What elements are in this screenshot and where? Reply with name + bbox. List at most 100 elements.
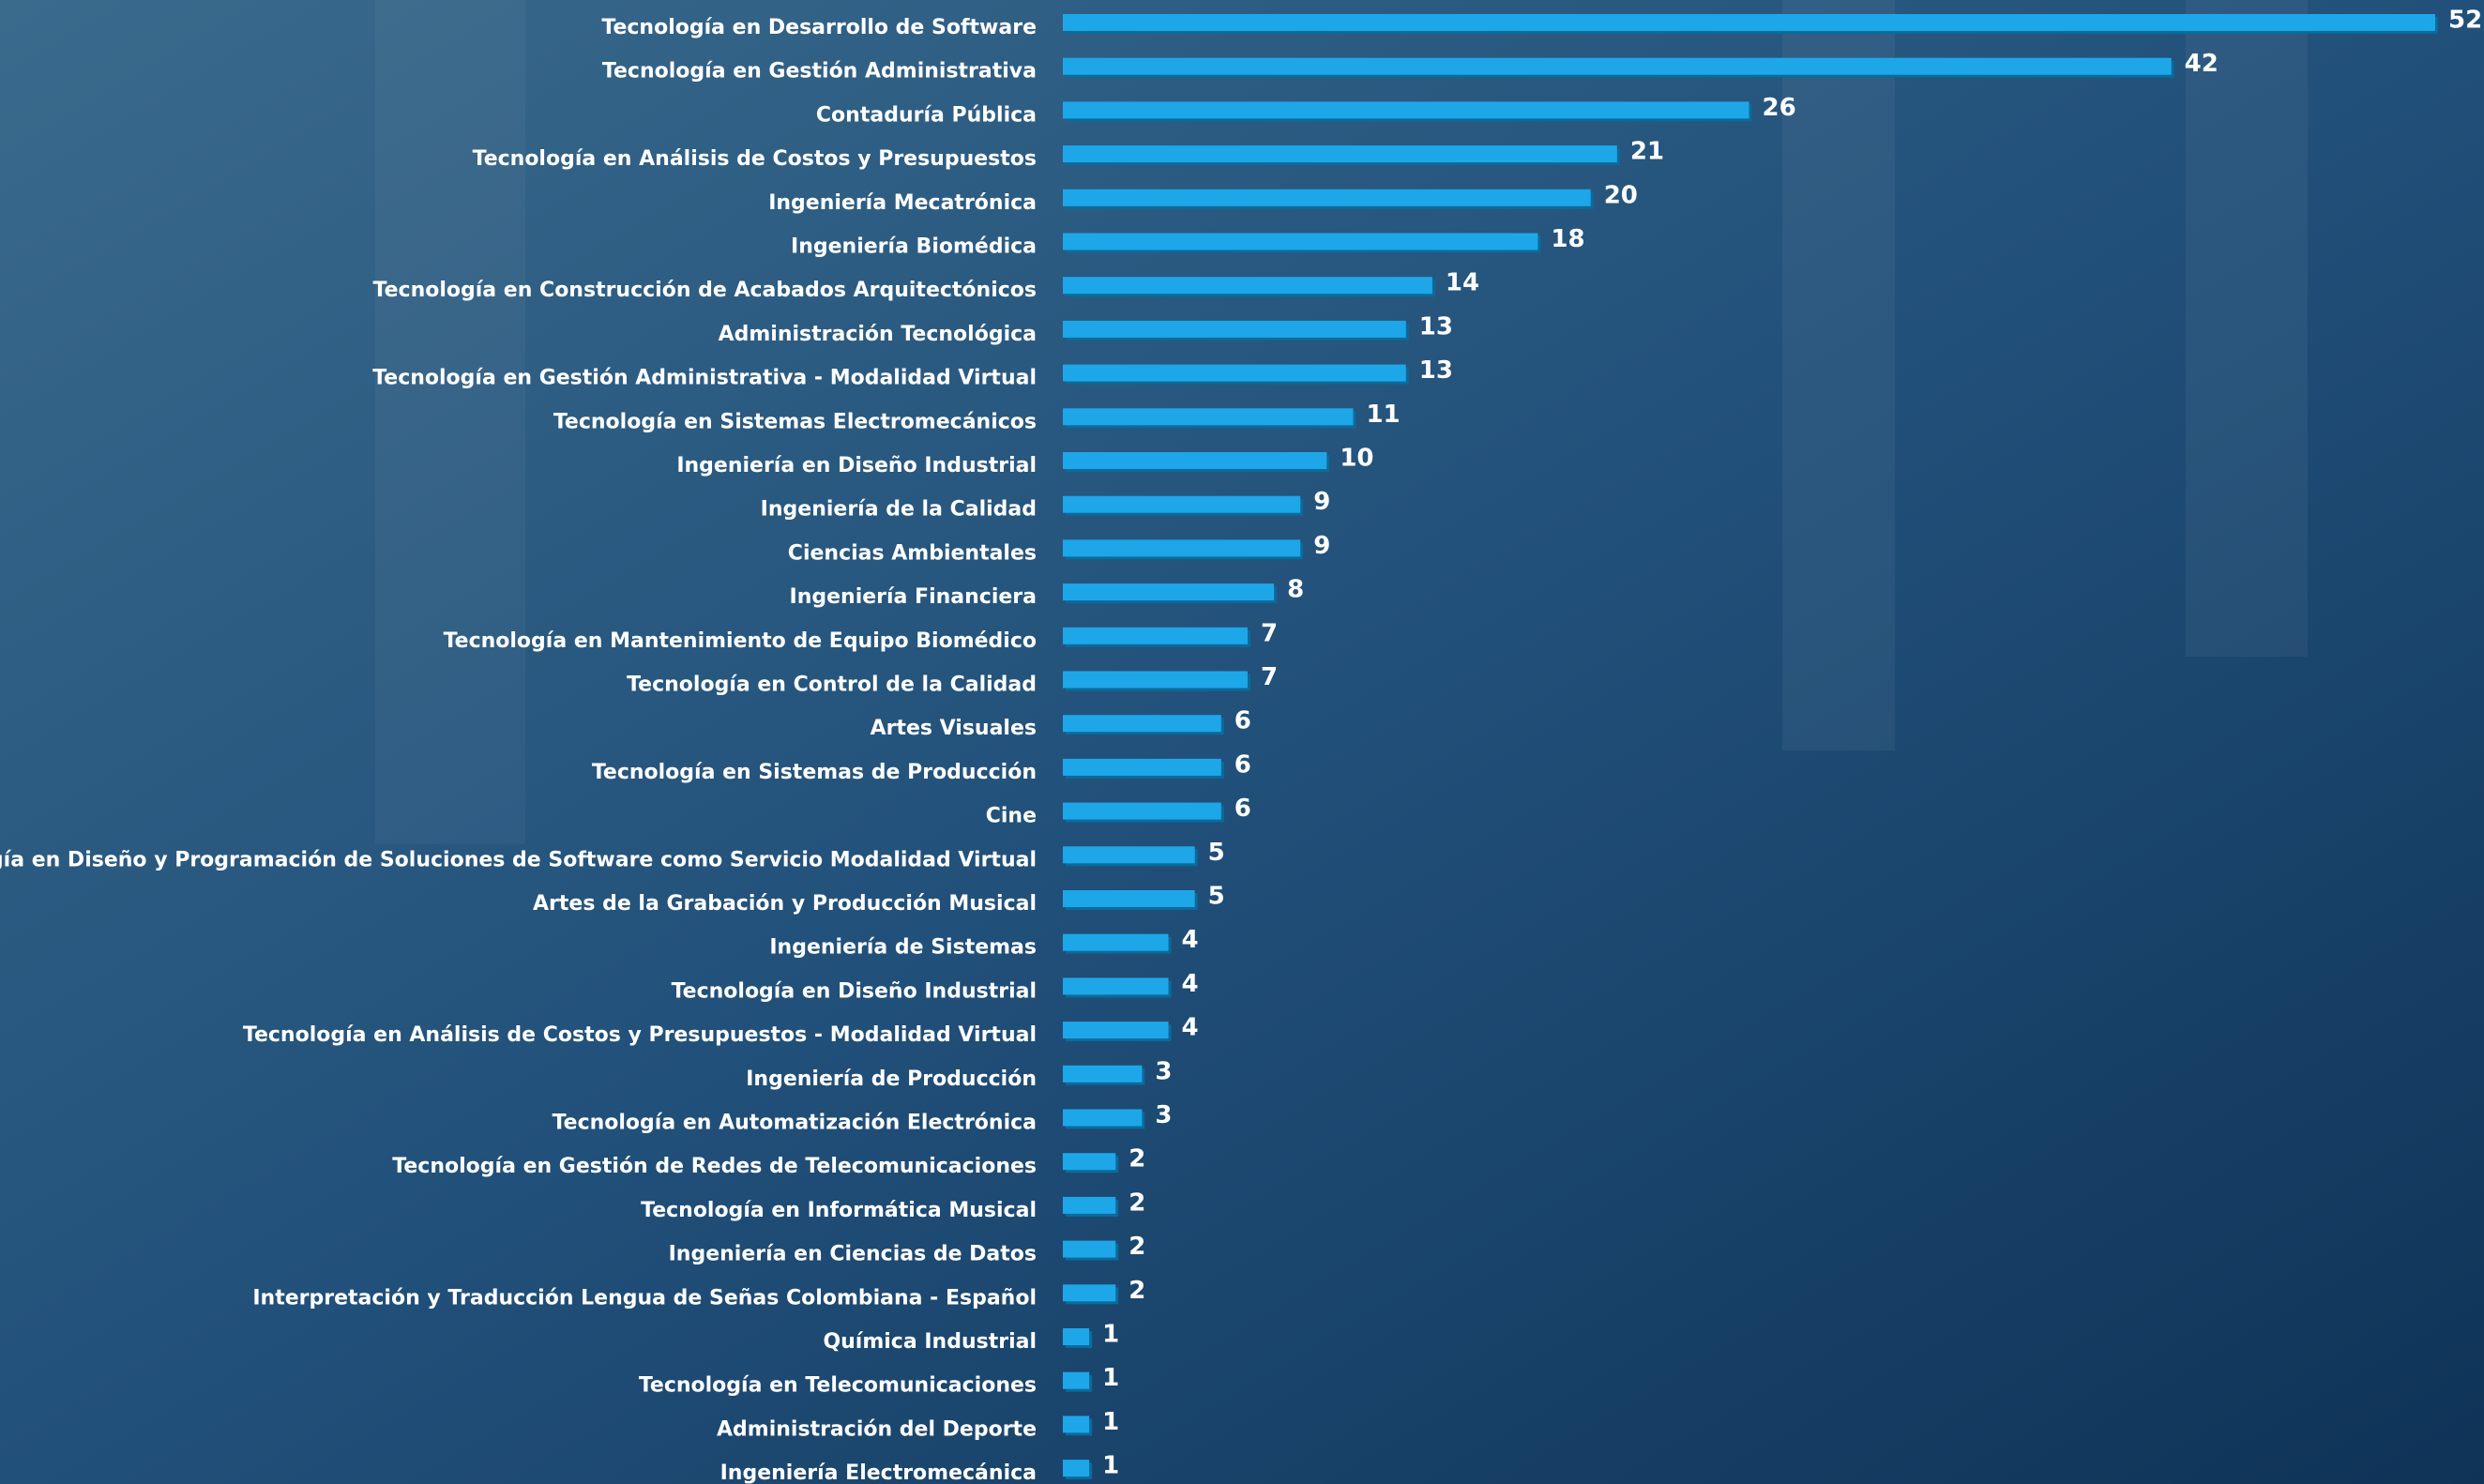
bar [1063, 1240, 1116, 1258]
data-label: 10 [1340, 445, 1373, 473]
category-label: Tecnología en Análisis de Costos y Presu… [473, 147, 1037, 171]
bar [1063, 320, 1406, 338]
category-label: Tecnología en Desarrollo de Software [601, 16, 1037, 39]
bar [1063, 495, 1301, 513]
category-label: Administración Tecnológica [719, 323, 1037, 346]
category-label: Ingeniería Mecatrónica [768, 191, 1037, 215]
data-label: 13 [1419, 356, 1453, 385]
bar [1063, 933, 1169, 951]
data-label: 52 [2448, 7, 2482, 35]
category-label: Tecnología en Diseño Industrial [672, 979, 1037, 1003]
data-label: 3 [1155, 1057, 1172, 1085]
category-label: Tecnología en Diseño y Programación de S… [0, 848, 1037, 871]
data-label: 4 [1182, 970, 1199, 998]
category-label: Ingeniería Financiera [790, 585, 1037, 609]
bar [1063, 1022, 1169, 1039]
bar [1063, 846, 1195, 864]
data-label: 11 [1366, 401, 1400, 429]
data-label: 8 [1287, 576, 1304, 604]
category-label: Tecnología en Mantenimiento de Equipo Bi… [444, 629, 1037, 653]
data-label: 7 [1261, 619, 1278, 647]
category-label: Ingeniería en Ciencias de Datos [669, 1243, 1037, 1266]
bar [1063, 802, 1221, 820]
category-label: Ciencias Ambientales [788, 541, 1037, 565]
data-label: 2 [1128, 1233, 1145, 1261]
bg-building [2186, 0, 2308, 657]
data-label: 1 [1102, 1364, 1119, 1392]
category-label: Tecnología en Control de la Calidad [627, 674, 1037, 697]
bar [1063, 583, 1275, 601]
data-label: 26 [1763, 94, 1796, 122]
category-label: Tecnología en Gestión de Redes de Teleco… [392, 1155, 1037, 1178]
category-label: Tecnología en Sistemas Electromecánicos [553, 410, 1037, 433]
data-label: 7 [1261, 663, 1278, 691]
data-label: 3 [1155, 1101, 1172, 1129]
category-label: Ingeniería Electromecánica [720, 1461, 1037, 1484]
category-label: Tecnología en Sistemas de Producción [592, 761, 1037, 784]
category-label: Tecnología en Gestión Administrativa - M… [372, 367, 1037, 390]
bar [1063, 1460, 1090, 1477]
bar [1063, 539, 1301, 557]
data-label: 1 [1102, 1408, 1119, 1436]
category-label: Tecnología en Gestión Administrativa [602, 60, 1037, 83]
data-label: 42 [2185, 50, 2219, 78]
category-label: Tecnología en Automatización Electrónica [553, 1112, 1037, 1135]
category-label: Cine [986, 805, 1037, 828]
data-label: 14 [1446, 269, 1479, 297]
bar [1063, 364, 1406, 382]
bar [1063, 1065, 1143, 1083]
bar [1063, 1284, 1116, 1302]
bar [1063, 101, 1749, 119]
data-label: 9 [1313, 488, 1330, 516]
category-label: Administración del Deporte [717, 1417, 1037, 1441]
data-label: 6 [1234, 750, 1251, 779]
data-label: 1 [1102, 1321, 1119, 1349]
bar [1063, 1416, 1090, 1433]
data-label: 2 [1128, 1145, 1145, 1174]
category-label: Tecnología en Análisis de Costos y Presu… [243, 1023, 1037, 1047]
bar [1063, 1371, 1090, 1389]
bar [1063, 452, 1327, 469]
data-label: 13 [1419, 312, 1453, 341]
bar [1063, 1153, 1116, 1171]
data-label: 20 [1604, 181, 1638, 209]
data-label: 5 [1208, 839, 1225, 867]
bar [1063, 758, 1221, 776]
category-label: Ingeniería Biomédica [791, 235, 1037, 259]
category-label: Tecnología en Telecomunicaciones [639, 1374, 1037, 1398]
category-label: Química Industrial [823, 1330, 1037, 1354]
bar [1063, 977, 1169, 995]
category-label: Artes de la Grabación y Producción Music… [533, 892, 1037, 916]
data-label: 4 [1182, 1014, 1199, 1042]
category-label: Contaduría Pública [816, 103, 1037, 127]
category-label: Tecnología en Informática Musical [641, 1199, 1037, 1222]
bar [1063, 233, 1538, 250]
bg-building [1782, 0, 1895, 750]
data-label: 4 [1182, 926, 1199, 954]
data-label: 21 [1630, 138, 1664, 166]
bar [1063, 715, 1221, 733]
category-label: Artes Visuales [871, 717, 1037, 740]
category-label: Ingeniería de Sistemas [769, 936, 1037, 960]
data-label: 2 [1128, 1277, 1145, 1305]
data-label: 6 [1234, 795, 1251, 823]
bar [1063, 1328, 1090, 1345]
category-label: Ingeniería en Diseño Industrial [676, 454, 1037, 477]
bar [1063, 14, 2435, 31]
data-label: 5 [1208, 883, 1225, 911]
category-label: Ingeniería de Producción [746, 1068, 1037, 1091]
bar [1063, 671, 1248, 689]
bar [1063, 277, 1432, 295]
bg-building [375, 0, 525, 844]
bar [1063, 189, 1591, 206]
bar [1063, 1196, 1116, 1214]
category-label: Interpretación y Traducción Lengua de Se… [252, 1286, 1037, 1310]
bar [1063, 57, 2172, 75]
bar [1063, 408, 1354, 426]
data-label: 2 [1128, 1189, 1145, 1217]
data-label: 18 [1551, 225, 1584, 253]
bar [1063, 1109, 1143, 1127]
